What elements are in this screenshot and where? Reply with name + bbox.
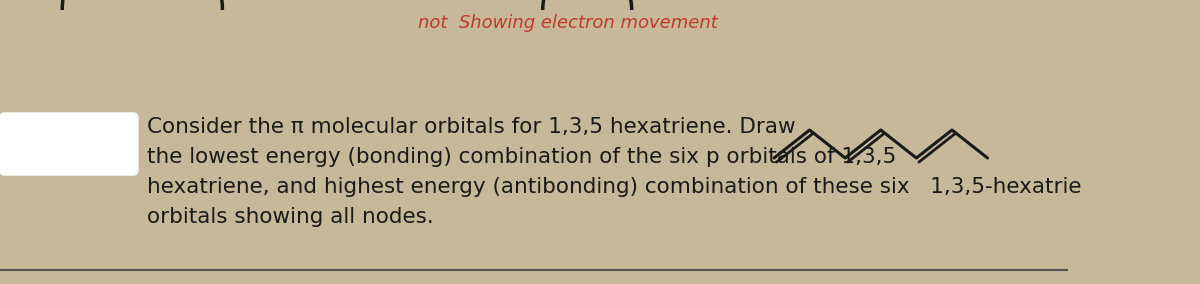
Text: hexatriene, and highest energy (antibonding) combination of these six   1,3,5-he: hexatriene, and highest energy (antibond… [146,177,1081,197]
Text: Consider the π molecular orbitals for 1,3,5 hexatriene. Draw: Consider the π molecular orbitals for 1,… [146,117,796,137]
Text: not  Showing electron movement: not Showing electron movement [418,14,718,32]
FancyBboxPatch shape [0,113,138,175]
Text: the lowest energy (bonding) combination of the six p orbitals of 1,3,5: the lowest energy (bonding) combination … [146,147,896,167]
Text: orbitals showing all nodes.: orbitals showing all nodes. [146,207,433,227]
